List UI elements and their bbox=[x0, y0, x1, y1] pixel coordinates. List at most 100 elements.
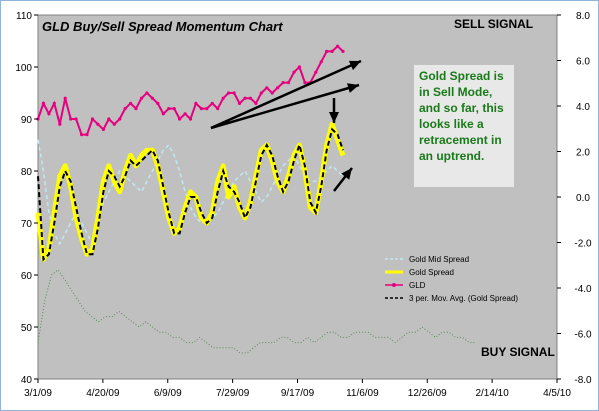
legend-label: GLD bbox=[409, 281, 426, 290]
gld-point bbox=[221, 96, 225, 100]
y-right-tick-label: -2.0 bbox=[574, 239, 592, 250]
annotation-arrow-line bbox=[210, 83, 360, 130]
sell-signal-label: SELL SIGNAL bbox=[454, 17, 533, 31]
note-line: in Sell Mode, bbox=[419, 85, 492, 99]
gld-point bbox=[85, 133, 89, 137]
gld-point bbox=[276, 86, 280, 90]
gld-point bbox=[336, 44, 340, 48]
y-right-tick-label: -4.0 bbox=[574, 284, 592, 295]
gld-point bbox=[129, 101, 133, 105]
note-line: an uptrend. bbox=[419, 149, 484, 163]
gld-point bbox=[107, 117, 111, 121]
gld-point bbox=[134, 107, 138, 111]
gld-point bbox=[281, 81, 285, 85]
gld-point bbox=[58, 122, 62, 126]
gld-point bbox=[52, 101, 56, 105]
note-line: Gold Spread is bbox=[419, 69, 504, 83]
gld-point bbox=[303, 81, 307, 85]
gld-point bbox=[69, 117, 73, 121]
gld-point bbox=[172, 107, 176, 111]
series-line-gold-spread bbox=[35, 121, 346, 262]
note-line: looks like a bbox=[419, 117, 484, 131]
legend-label: 3 per. Mov. Avg. (Gold Spread) bbox=[409, 294, 518, 303]
x-tick-label: 11/6/09 bbox=[346, 388, 379, 399]
note-line: and so far, this bbox=[419, 101, 504, 115]
gld-point bbox=[145, 91, 149, 95]
gld-point bbox=[210, 101, 214, 105]
gld-point bbox=[90, 117, 95, 121]
gld-point bbox=[112, 122, 116, 126]
legend-label: Gold Mid Spread bbox=[409, 255, 469, 264]
y-left-tick-label: 40 bbox=[21, 375, 33, 386]
note-line: retracement in bbox=[419, 133, 502, 147]
legend: Gold Mid Spread Gold Spread GLD 3 per. Mov.… bbox=[382, 250, 542, 304]
gld-point bbox=[47, 112, 51, 116]
gld-point bbox=[248, 96, 252, 100]
gld-point bbox=[205, 107, 209, 111]
y-right-tick-label: 0.0 bbox=[576, 193, 590, 204]
gld-point bbox=[319, 60, 323, 64]
y-left-tick-label: 100 bbox=[15, 63, 32, 74]
y-right-tick-label: 8.0 bbox=[576, 11, 590, 22]
annotation-arrow-head bbox=[341, 168, 352, 180]
gld-point bbox=[194, 101, 198, 105]
x-tick-label: 9/17/09 bbox=[281, 388, 315, 399]
gld-point bbox=[199, 107, 203, 111]
annotation-arrow-head bbox=[348, 60, 361, 71]
y-left-tick-label: 110 bbox=[16, 11, 32, 22]
y-right-tick-label: 2.0 bbox=[576, 148, 590, 159]
gld-point bbox=[325, 49, 329, 54]
x-tick-label: 4/5/10 bbox=[543, 388, 571, 399]
gld-point bbox=[156, 101, 160, 105]
legend-label: Gold Spread bbox=[409, 268, 454, 277]
x-tick-label: 3/1/09 bbox=[24, 388, 52, 399]
gld-point bbox=[341, 49, 345, 54]
gld-point bbox=[150, 96, 154, 100]
y-right-tick-label: -8.0 bbox=[574, 375, 592, 386]
gld-point bbox=[139, 96, 144, 100]
x-tick-label: 6/9/09 bbox=[154, 388, 182, 399]
gld-point bbox=[330, 49, 334, 54]
gld-point bbox=[183, 112, 187, 116]
gld-point bbox=[216, 107, 220, 111]
y-right-tick-label: 6.0 bbox=[576, 57, 590, 68]
gld-point bbox=[243, 96, 247, 100]
gld-point bbox=[80, 133, 84, 137]
gld-point bbox=[118, 117, 122, 121]
y-left-tick-label: 90 bbox=[21, 115, 33, 126]
gld-point bbox=[227, 91, 231, 95]
gld-point bbox=[96, 122, 100, 126]
gld-point bbox=[292, 70, 296, 74]
annotation-arrow-head bbox=[347, 83, 359, 93]
gld-point bbox=[167, 107, 171, 111]
buy-signal-label: BUY SIGNAL bbox=[481, 345, 555, 359]
y-right-tick-label: 4.0 bbox=[576, 102, 590, 113]
gld-point bbox=[237, 101, 242, 105]
note-box: Gold Spread is in Sell Mode, and so far, t… bbox=[414, 65, 514, 187]
annotation-arrow-head bbox=[329, 112, 339, 123]
chart-title: GLD Buy/Sell Spread Momentum Chart bbox=[42, 19, 283, 34]
gld-point bbox=[297, 65, 301, 69]
y-left-tick-label: 80 bbox=[21, 167, 33, 178]
series-line-gold-mid-spread bbox=[37, 139, 344, 246]
gld-point bbox=[270, 91, 274, 95]
gld-point bbox=[101, 127, 105, 131]
gld-point bbox=[161, 112, 165, 116]
gld-point bbox=[74, 117, 78, 121]
gld-point bbox=[286, 81, 291, 85]
x-tick-label: 7/29/09 bbox=[216, 388, 250, 399]
gld-point bbox=[314, 70, 318, 74]
legend-marker bbox=[392, 283, 396, 287]
gld-point bbox=[63, 96, 67, 100]
gld-point bbox=[188, 117, 193, 121]
y-left-tick-label: 60 bbox=[21, 271, 33, 282]
gld-point bbox=[178, 117, 182, 121]
y-left-tick-label: 50 bbox=[21, 323, 33, 334]
gld-point bbox=[259, 91, 263, 95]
series-line-moving-average bbox=[37, 127, 344, 262]
y-right-tick-label: -6.0 bbox=[574, 330, 592, 341]
gld-point bbox=[41, 101, 46, 105]
gld-point bbox=[123, 107, 127, 111]
